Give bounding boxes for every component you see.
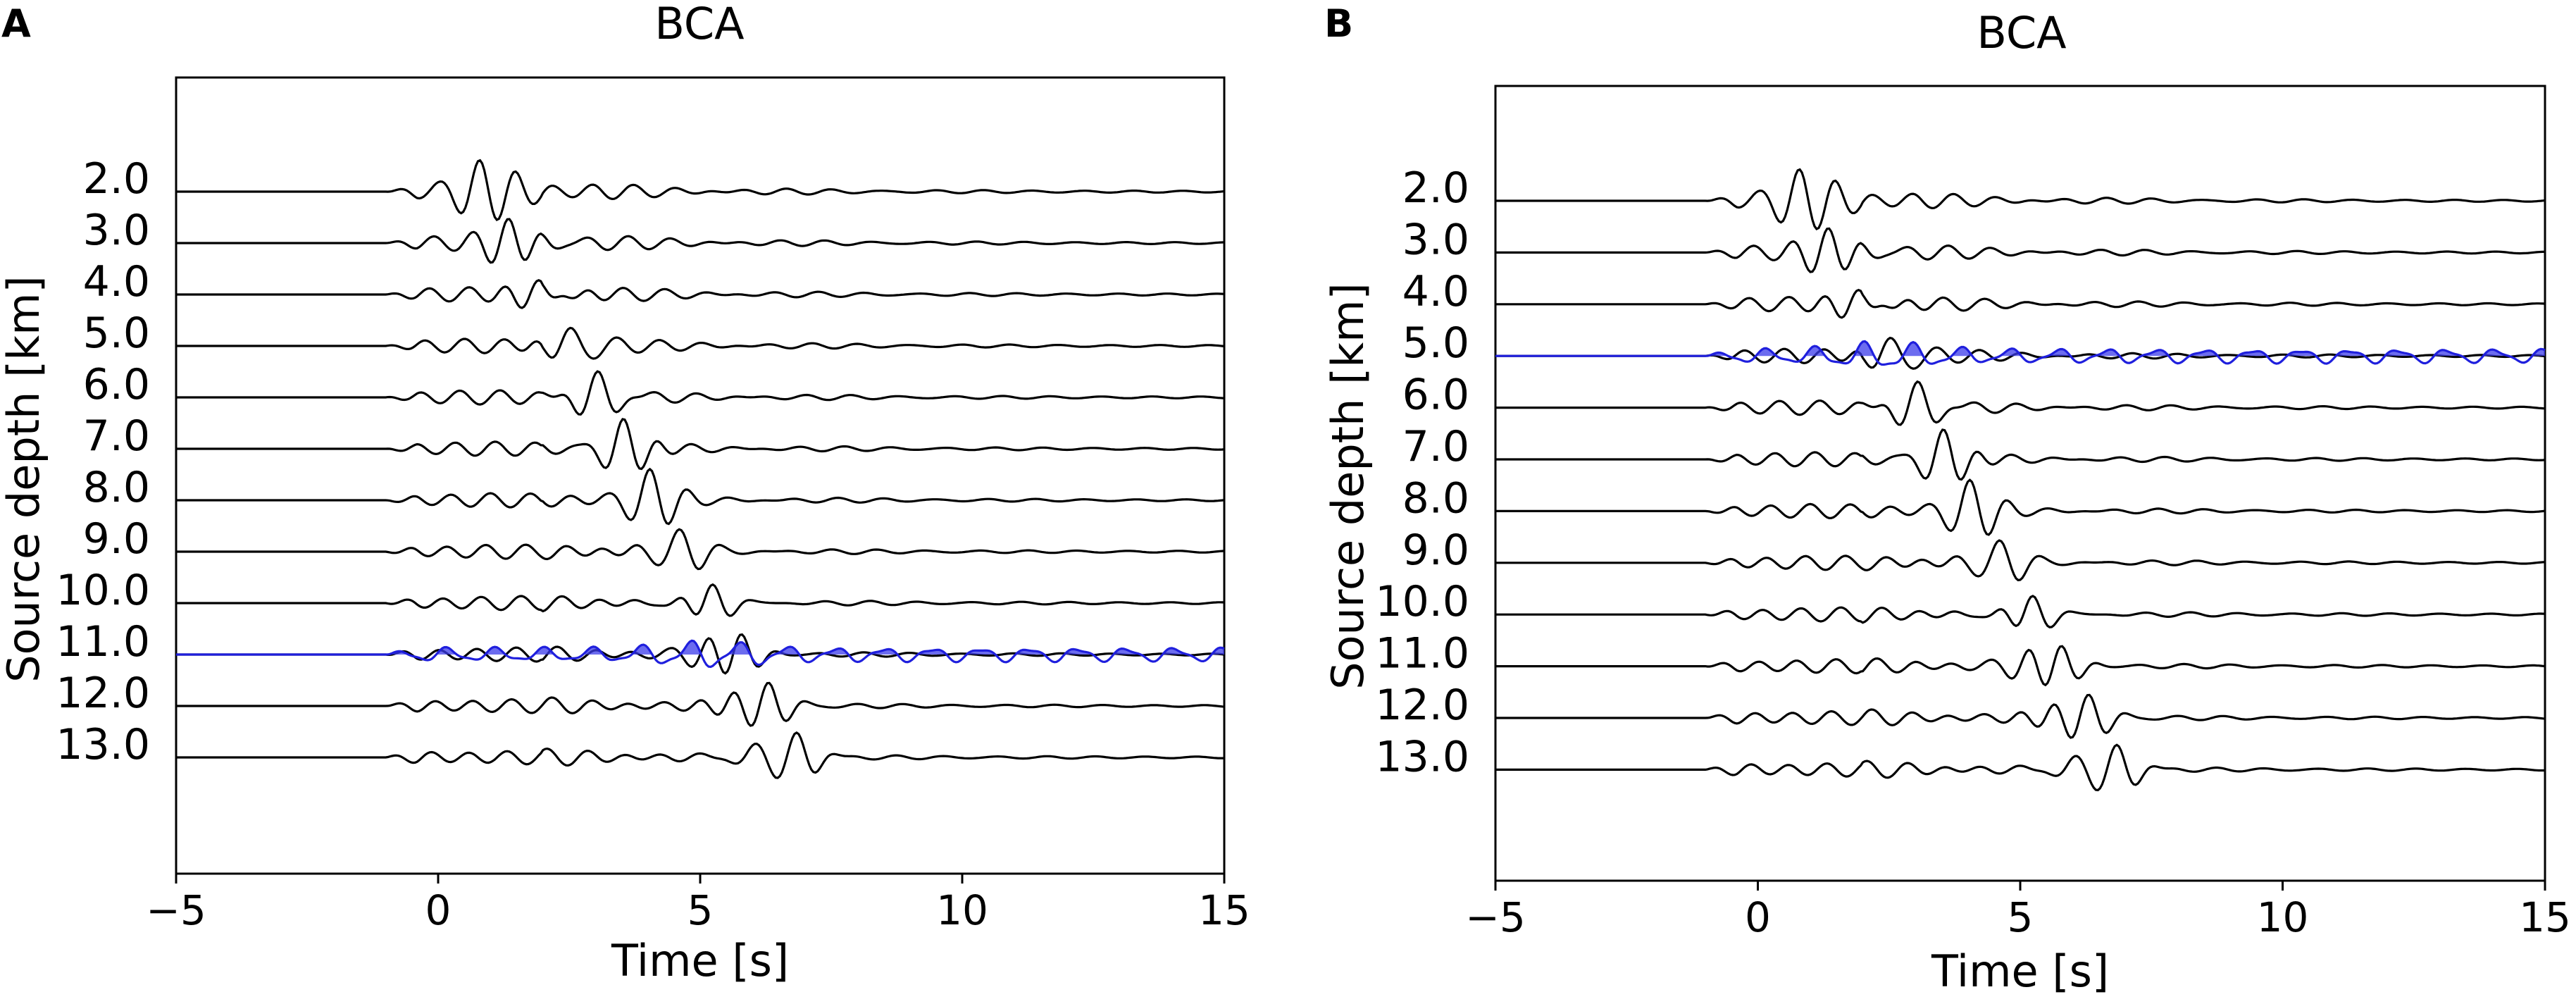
depth-label-10.0: 10.0 [1375, 577, 1469, 626]
depth-label-4.0: 4.0 [1402, 267, 1469, 316]
synthetic-trace-2.0 [176, 159, 1225, 222]
depth-label-13.0: 13.0 [56, 720, 150, 769]
synthetic-trace-7.0 [176, 418, 1225, 471]
depth-label-3.0: 3.0 [83, 206, 150, 255]
depth-label-5.0: 5.0 [83, 309, 150, 358]
depth-label-8.0: 8.0 [1402, 473, 1469, 523]
synthetic-trace-8.0 [1495, 478, 2546, 536]
synthetic-trace-4.0 [176, 279, 1225, 309]
traces-b [1495, 168, 2546, 792]
depth-label-11.0: 11.0 [1375, 629, 1469, 678]
depth-label-7.0: 7.0 [1402, 422, 1469, 471]
synthetic-trace-8.0 [176, 467, 1225, 526]
depth-label-12.0: 12.0 [1375, 681, 1469, 730]
x-tick-label-3: 10 [2257, 893, 2309, 941]
depth-label-6.0: 6.0 [1402, 371, 1469, 420]
x-tick-label-1: 0 [425, 886, 452, 934]
x-axis-label-a: Time [s] [611, 935, 789, 986]
depth-labels-a: 2.03.04.05.06.07.08.09.010.011.012.013.0 [56, 154, 150, 769]
chart-title-a: BCA [654, 0, 744, 49]
synthetic-trace-4.0 [1495, 288, 2546, 319]
synthetic-trace-12.0 [1495, 693, 2546, 739]
x-tick-label-4: 15 [1198, 886, 1250, 934]
synthetic-trace-6.0 [1495, 380, 2546, 426]
x-ticks-b: −5 0 5 10 15 [1465, 881, 2571, 941]
synthetic-trace-5.0 [176, 326, 1225, 360]
y-axis-label-b: Source depth [km] [1322, 283, 1374, 690]
panel-a: A BCA 2.03.04.05.06.07.08.09.010.011.012… [0, 0, 1250, 986]
synthetic-trace-3.0 [176, 218, 1225, 264]
synthetic-trace-10.0 [1495, 595, 2546, 628]
depth-label-13.0: 13.0 [1375, 732, 1469, 781]
observed-trace [176, 639, 1225, 669]
x-tick-label-0: −5 [1465, 893, 1526, 941]
plot-frame-b [1494, 85, 2546, 882]
depth-label-12.0: 12.0 [56, 669, 150, 718]
x-tick-label-2: 5 [687, 886, 714, 934]
x-tick-label-0: −5 [146, 886, 206, 934]
x-tick-label-4: 15 [2519, 893, 2571, 941]
depth-label-3.0: 3.0 [1402, 215, 1469, 264]
depth-label-5.0: 5.0 [1402, 318, 1469, 368]
synthetic-trace-13.0 [1495, 743, 2545, 792]
depth-label-7.0: 7.0 [83, 411, 150, 461]
synthetic-trace-11.0 [1495, 645, 2546, 687]
synthetic-trace-2.0 [1495, 168, 2546, 231]
synthetic-trace-12.0 [176, 681, 1225, 727]
observed-fill [176, 640, 1224, 655]
y-axis-label-a: Source depth [km] [0, 275, 49, 683]
depth-label-6.0: 6.0 [83, 360, 150, 409]
synthetic-trace-10.0 [176, 583, 1225, 617]
depth-label-4.0: 4.0 [83, 257, 150, 306]
synthetic-trace-9.0 [176, 528, 1225, 571]
synthetic-trace-3.0 [1495, 227, 2546, 273]
x-tick-label-1: 0 [1745, 893, 1771, 941]
panel-letter-b: B [1324, 1, 1353, 46]
depth-label-2.0: 2.0 [1402, 163, 1469, 213]
synthetic-trace-6.0 [176, 370, 1225, 416]
depth-label-9.0: 9.0 [83, 514, 150, 564]
x-tick-label-2: 5 [2008, 893, 2034, 941]
x-tick-label-3: 10 [936, 886, 988, 934]
depth-label-11.0: 11.0 [56, 617, 150, 667]
x-ticks-a: −5 0 5 10 15 [146, 874, 1250, 934]
traces-a [176, 159, 1225, 779]
depth-label-10.0: 10.0 [56, 566, 150, 615]
depth-label-9.0: 9.0 [1402, 526, 1469, 575]
chart-title-b: BCA [1977, 7, 2066, 58]
synthetic-trace-9.0 [1495, 539, 2546, 582]
x-axis-label-b: Time [s] [1931, 946, 2109, 997]
observed-trace [1495, 340, 2546, 366]
panel-letter-a: A [1, 1, 31, 46]
depth-label-8.0: 8.0 [83, 463, 150, 512]
synthetic-trace-7.0 [1495, 428, 2546, 481]
observed-fill [1495, 341, 2545, 357]
depth-labels-b: 2.03.04.05.06.07.08.09.010.011.012.013.0 [1375, 163, 1469, 781]
depth-label-2.0: 2.0 [83, 154, 150, 204]
synthetic-trace-13.0 [176, 731, 1224, 779]
panel-b: B BCA 2.03.04.05.06.07.08.09.010.011.012… [1322, 1, 2571, 997]
